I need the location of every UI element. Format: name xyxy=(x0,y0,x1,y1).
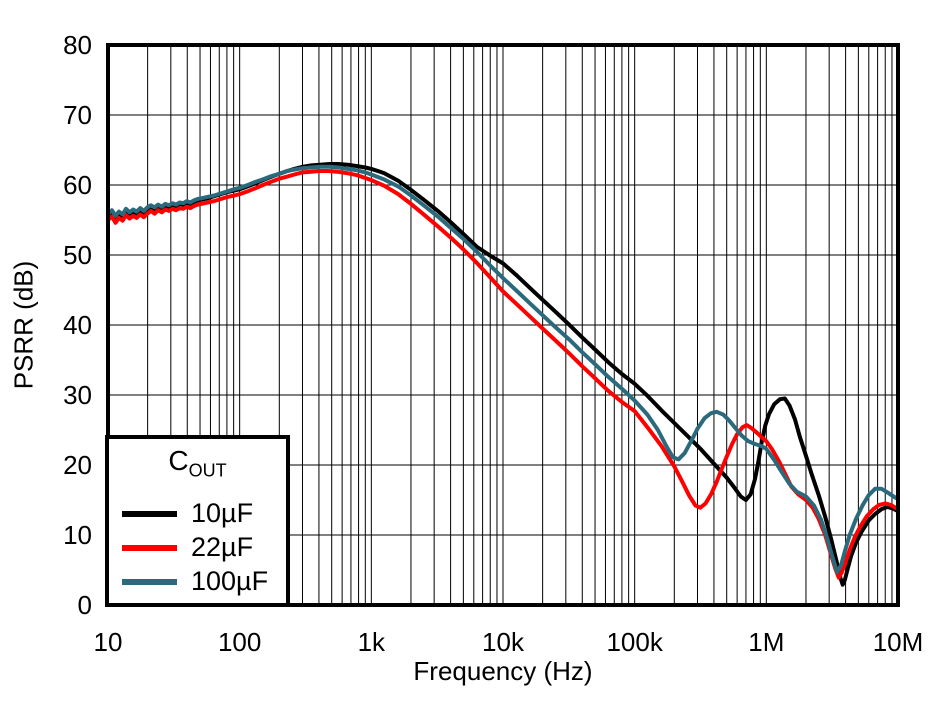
y-tick-label: 40 xyxy=(63,310,92,340)
legend-line-sample-teal xyxy=(122,578,177,585)
legend-title: COUT xyxy=(109,446,286,486)
y-tick-label: 20 xyxy=(63,450,92,480)
legend-item-22uf: 22µF xyxy=(109,531,286,565)
x-tick-label: 10M xyxy=(873,627,924,657)
y-tick-label: 0 xyxy=(78,590,92,620)
plot-border xyxy=(106,43,900,607)
legend-label: 100µF xyxy=(191,566,269,597)
legend-title-sub: OUT xyxy=(188,460,227,481)
legend-item-100uf: 100µF xyxy=(109,565,286,599)
legend-title-main: C xyxy=(168,445,189,476)
y-tick-label: 70 xyxy=(63,100,92,130)
legend-line-sample-red xyxy=(122,544,177,551)
x-tick-label: 1k xyxy=(358,627,386,657)
x-tick-label: 1M xyxy=(748,627,784,657)
x-tick-label: 10 xyxy=(94,627,123,657)
series-curve-2 xyxy=(106,164,900,575)
x-tick-label: 100 xyxy=(218,627,261,657)
x-axis-title: Frequency (Hz) xyxy=(413,656,593,686)
legend-label: 10µF xyxy=(191,498,254,529)
y-tick-label: 10 xyxy=(63,520,92,550)
legend: COUT 10µF 22µF 100µF xyxy=(105,435,290,607)
y-tick-label: 50 xyxy=(63,240,92,270)
x-tick-label: 100k xyxy=(606,627,663,657)
x-tick-label: 10k xyxy=(482,627,525,657)
legend-label: 22µF xyxy=(191,532,254,563)
y-tick-label: 80 xyxy=(63,30,92,60)
y-axis-title: PSRR (dB) xyxy=(8,260,39,390)
y-tick-label: 30 xyxy=(63,380,92,410)
legend-item-10uf: 10µF xyxy=(109,497,286,531)
legend-line-sample-black xyxy=(122,510,177,517)
y-tick-label: 60 xyxy=(63,170,92,200)
